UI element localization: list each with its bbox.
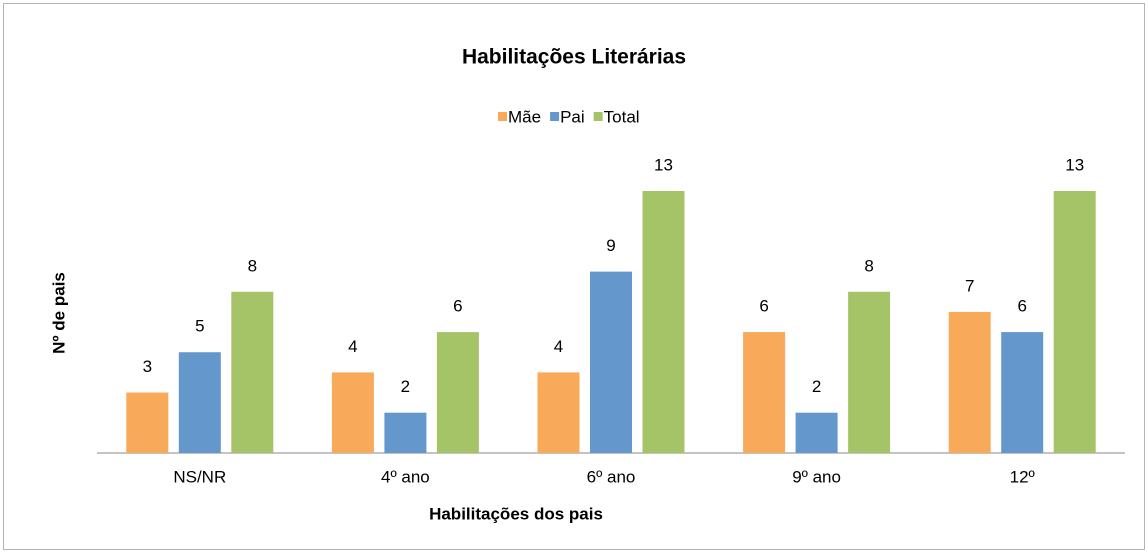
bar <box>743 332 786 453</box>
data-label: 13 <box>1065 155 1084 174</box>
data-label: 3 <box>143 357 152 376</box>
bar <box>331 372 374 453</box>
bar <box>126 392 169 453</box>
bar <box>642 191 685 453</box>
bar <box>1001 332 1044 453</box>
bar <box>537 372 580 453</box>
legend-label: Total <box>604 107 640 126</box>
bar <box>590 271 632 453</box>
chart-border <box>3 3 1145 550</box>
bar <box>795 412 838 453</box>
legend-swatch <box>593 112 603 121</box>
bar <box>848 291 891 453</box>
bar <box>948 311 991 453</box>
x-tick-label: NS/NR <box>173 467 226 486</box>
chart-title: Habilitações Literárias <box>462 46 686 69</box>
bar <box>384 412 427 453</box>
data-label: 4 <box>348 337 357 356</box>
legend-swatch <box>498 112 507 121</box>
data-label: 4 <box>554 337 563 356</box>
x-axis-title: Habilitações dos pais <box>429 504 603 523</box>
data-label: 7 <box>965 276 974 295</box>
legend-label: Mãe <box>508 107 541 126</box>
data-label: 2 <box>812 377 821 396</box>
data-label: 6 <box>1017 297 1026 316</box>
data-label: 5 <box>195 317 204 336</box>
bar <box>436 332 479 453</box>
x-tick-label: 6º ano <box>587 467 636 486</box>
data-label: 13 <box>654 155 673 174</box>
bar <box>231 291 274 453</box>
y-axis-title: Nº de pais <box>49 272 68 354</box>
legend-swatch <box>550 112 560 121</box>
x-tick-label: 4º ano <box>381 467 430 486</box>
x-tick-label: 12º <box>1010 467 1035 486</box>
data-label: 6 <box>759 297 768 316</box>
data-label: 8 <box>864 256 873 275</box>
data-label: 9 <box>606 236 615 255</box>
data-label: 6 <box>453 297 462 316</box>
x-tick-label: 9º ano <box>792 467 841 486</box>
data-label: 8 <box>248 256 257 275</box>
data-label: 2 <box>401 377 410 396</box>
bar <box>178 352 221 453</box>
bar <box>1053 191 1096 453</box>
legend-label: Pai <box>560 107 585 126</box>
